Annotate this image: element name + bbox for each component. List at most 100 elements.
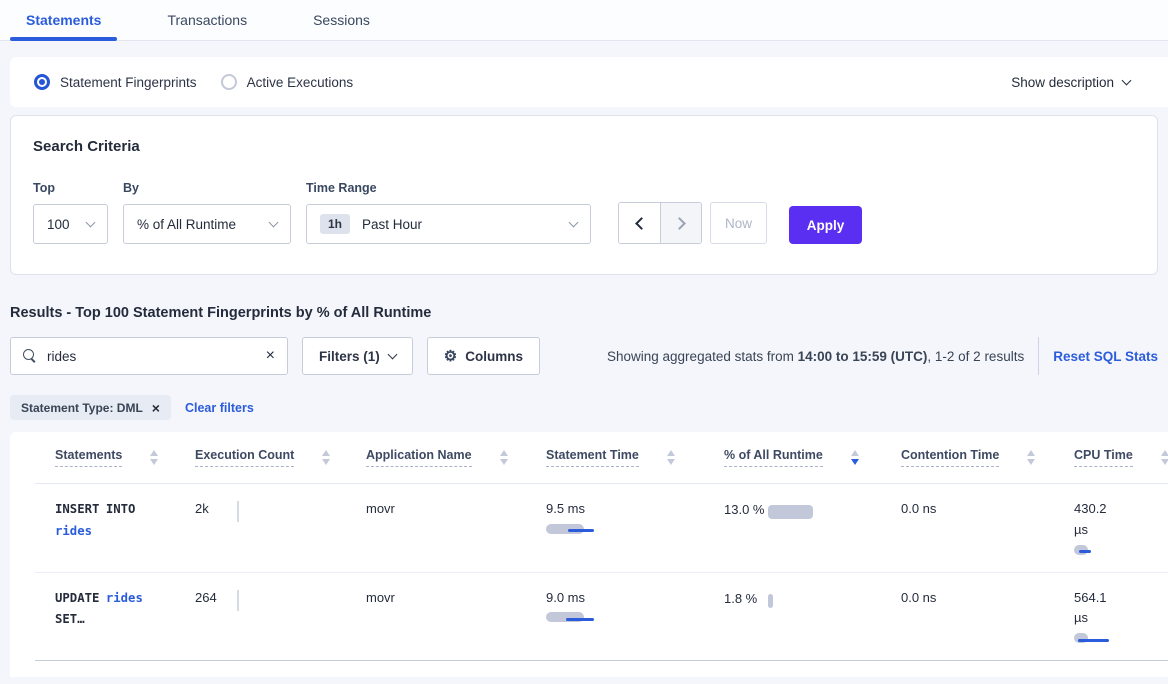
sort-icon[interactable]	[1027, 450, 1036, 465]
by-select-value: % of All Runtime	[137, 216, 237, 232]
time-range-field: Time Range 1h Past Hour	[306, 181, 591, 244]
table-header-row: Statements Execution Count Application N…	[35, 432, 1168, 484]
column-header-statements: Statements	[35, 448, 175, 467]
sort-icon[interactable]	[499, 450, 508, 465]
radio-active-executions[interactable]: Active Executions	[220, 74, 353, 90]
pct-runtime-cell: 1.8 %	[704, 588, 881, 610]
remove-filter-icon[interactable]: ×	[151, 399, 160, 416]
execution-count-bar	[237, 501, 239, 522]
statement-fingerprint-link[interactable]: UPDATE rides SET…	[55, 588, 167, 631]
chevron-down-icon	[568, 217, 579, 227]
time-range-select[interactable]: 1h Past Hour	[306, 204, 591, 244]
contention-time-cell: 0.0 ns	[901, 501, 937, 516]
time-range-pager	[618, 202, 702, 244]
code-text: SET…	[55, 612, 85, 627]
statement-search-box: ×	[10, 337, 288, 375]
application-name-cell: movr	[366, 501, 395, 516]
pct-runtime-bar	[768, 505, 818, 520]
statement-fingerprint-link[interactable]: INSERT INTO rides	[55, 499, 167, 542]
columns-button-label: Columns	[465, 348, 523, 364]
columns-button[interactable]: ⚙ Columns	[426, 337, 540, 375]
active-filters-row: Statement Type: DML × Clear filters	[10, 395, 1168, 420]
statement-time-cell: 9.0 ms	[526, 588, 704, 627]
chevron-down-icon	[85, 217, 96, 227]
execution-count-cell: 264	[195, 588, 346, 611]
tab-statements[interactable]: Statements	[26, 12, 102, 28]
show-description-label: Show description	[1011, 74, 1114, 90]
tab-sessions[interactable]: Sessions	[313, 12, 370, 28]
column-header-execution-count: Execution Count	[175, 448, 346, 467]
chevron-down-icon	[268, 217, 279, 227]
chevron-right-icon	[672, 216, 686, 230]
cpu-time-cell: 430.2 µs	[1054, 499, 1168, 559]
cpu-time-bar	[1074, 633, 1168, 647]
pct-runtime-bar	[768, 593, 818, 608]
top-select-value: 100	[47, 216, 70, 232]
results-heading: Results - Top 100 Statement Fingerprints…	[10, 305, 432, 321]
cpu-time-bar	[1074, 544, 1168, 559]
by-select[interactable]: % of All Runtime	[123, 204, 291, 244]
table-row: INSERT INTO rides 2k movr 9.5 ms 13.0 % …	[35, 484, 1168, 573]
statement-time-bar	[546, 523, 704, 538]
sort-icon[interactable]	[666, 450, 675, 465]
by-field: By % of All Runtime	[123, 181, 291, 244]
execution-count-cell: 2k	[195, 499, 346, 522]
time-range-value: Past Hour	[362, 216, 423, 232]
chevron-down-icon	[387, 349, 398, 360]
time-range-label: Time Range	[306, 181, 377, 195]
clear-search-icon[interactable]: ×	[265, 347, 275, 364]
show-description-toggle[interactable]: Show description	[1011, 74, 1132, 90]
tab-transactions[interactable]: Transactions	[167, 12, 248, 28]
code-text: INSERT INTO	[55, 502, 136, 516]
cpu-time-cell: 564.1 µs	[1054, 588, 1168, 648]
top-label: Top	[33, 181, 55, 195]
time-range-badge: 1h	[320, 214, 351, 234]
filters-button-label: Filters (1)	[319, 348, 380, 364]
filter-chip-statement-type: Statement Type: DML ×	[10, 395, 171, 420]
next-time-range-button[interactable]	[660, 203, 701, 243]
table-row: UPDATE rides SET… 264 movr 9.0 ms 1.8 % …	[35, 573, 1168, 662]
table-link[interactable]: rides	[105, 590, 143, 605]
column-header-pct-runtime: % of All Runtime	[704, 448, 881, 467]
radio-label: Statement Fingerprints	[60, 74, 197, 90]
top-tab-bar: Statements Transactions Sessions	[0, 0, 1168, 41]
search-criteria-title: Search Criteria	[33, 138, 140, 155]
contention-time-cell: 0.0 ns	[901, 589, 937, 605]
pct-runtime-cell: 13.0 %	[704, 499, 881, 521]
column-header-application-name: Application Name	[346, 448, 526, 467]
column-header-cpu-time: CPU Time	[1054, 448, 1168, 467]
view-toggle-bar: Statement Fingerprints Active Executions…	[10, 57, 1168, 107]
now-button[interactable]: Now	[710, 202, 767, 244]
search-input[interactable]	[47, 348, 266, 364]
sort-icon[interactable]	[322, 450, 331, 465]
chevron-down-icon	[1121, 75, 1132, 85]
showing-stats-text: Showing aggregated stats from 14:00 to 1…	[607, 348, 1025, 364]
sort-icon[interactable]	[1160, 450, 1168, 465]
by-label: By	[123, 181, 139, 195]
top-field: Top 100	[33, 181, 108, 244]
radio-selected-icon	[34, 74, 50, 90]
code-text: UPDATE	[55, 590, 106, 605]
clear-filters-link[interactable]: Clear filters	[184, 400, 254, 415]
filters-button[interactable]: Filters (1)	[302, 337, 413, 375]
top-select[interactable]: 100	[33, 204, 108, 244]
filter-chip-label: Statement Type: DML	[21, 400, 143, 415]
statement-time-bar	[546, 612, 704, 626]
gear-icon: ⚙	[443, 348, 458, 365]
prev-time-range-button[interactable]	[619, 203, 660, 243]
application-name-cell: movr	[366, 589, 395, 605]
execution-count-bar	[237, 589, 239, 611]
column-header-statement-time: Statement Time	[526, 448, 704, 467]
sort-icon-active-desc[interactable]	[850, 450, 859, 465]
reset-sql-stats-link[interactable]: Reset SQL Stats	[1053, 348, 1158, 364]
radio-unselected-icon	[220, 74, 237, 90]
apply-button[interactable]: Apply	[789, 206, 862, 244]
active-tab-underline	[10, 37, 117, 41]
sort-icon[interactable]	[150, 450, 159, 465]
statement-time-cell: 9.5 ms	[526, 499, 704, 538]
table-link[interactable]: rides	[55, 523, 93, 538]
search-icon	[23, 349, 37, 363]
search-criteria-panel: Search Criteria Top 100 By % of All Runt…	[10, 115, 1158, 275]
radio-statement-fingerprints[interactable]: Statement Fingerprints	[34, 74, 197, 90]
divider	[1038, 337, 1040, 375]
